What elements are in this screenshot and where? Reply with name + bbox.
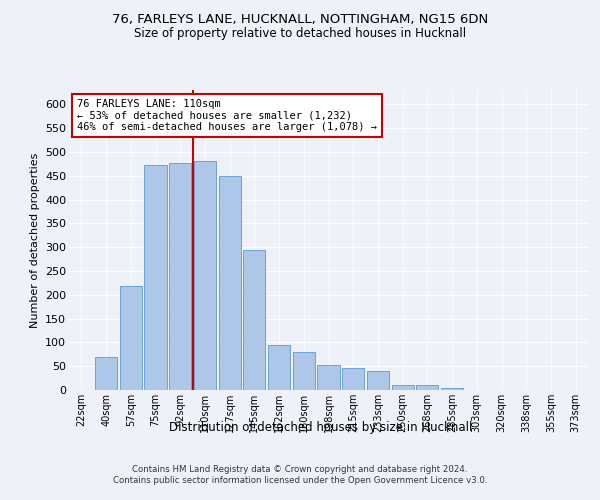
Bar [169,164,191,390]
Bar [317,365,340,390]
Bar [342,368,364,390]
Y-axis label: Number of detached properties: Number of detached properties [29,152,40,328]
Bar [367,371,389,390]
Bar [218,176,241,390]
Bar [293,352,315,390]
Text: Size of property relative to detached houses in Hucknall: Size of property relative to detached ho… [134,28,466,40]
Bar [119,286,142,390]
Bar [268,345,290,390]
Bar [95,356,117,390]
Text: Contains public sector information licensed under the Open Government Licence v3: Contains public sector information licen… [113,476,487,485]
Text: 76, FARLEYS LANE, HUCKNALL, NOTTINGHAM, NG15 6DN: 76, FARLEYS LANE, HUCKNALL, NOTTINGHAM, … [112,12,488,26]
Bar [416,385,439,390]
Bar [392,385,414,390]
Text: Contains HM Land Registry data © Crown copyright and database right 2024.: Contains HM Land Registry data © Crown c… [132,465,468,474]
Text: 76 FARLEYS LANE: 110sqm
← 53% of detached houses are smaller (1,232)
46% of semi: 76 FARLEYS LANE: 110sqm ← 53% of detache… [77,99,377,132]
Bar [441,388,463,390]
Bar [194,162,216,390]
Text: Distribution of detached houses by size in Hucknall: Distribution of detached houses by size … [169,421,473,434]
Bar [145,165,167,390]
Bar [243,250,265,390]
